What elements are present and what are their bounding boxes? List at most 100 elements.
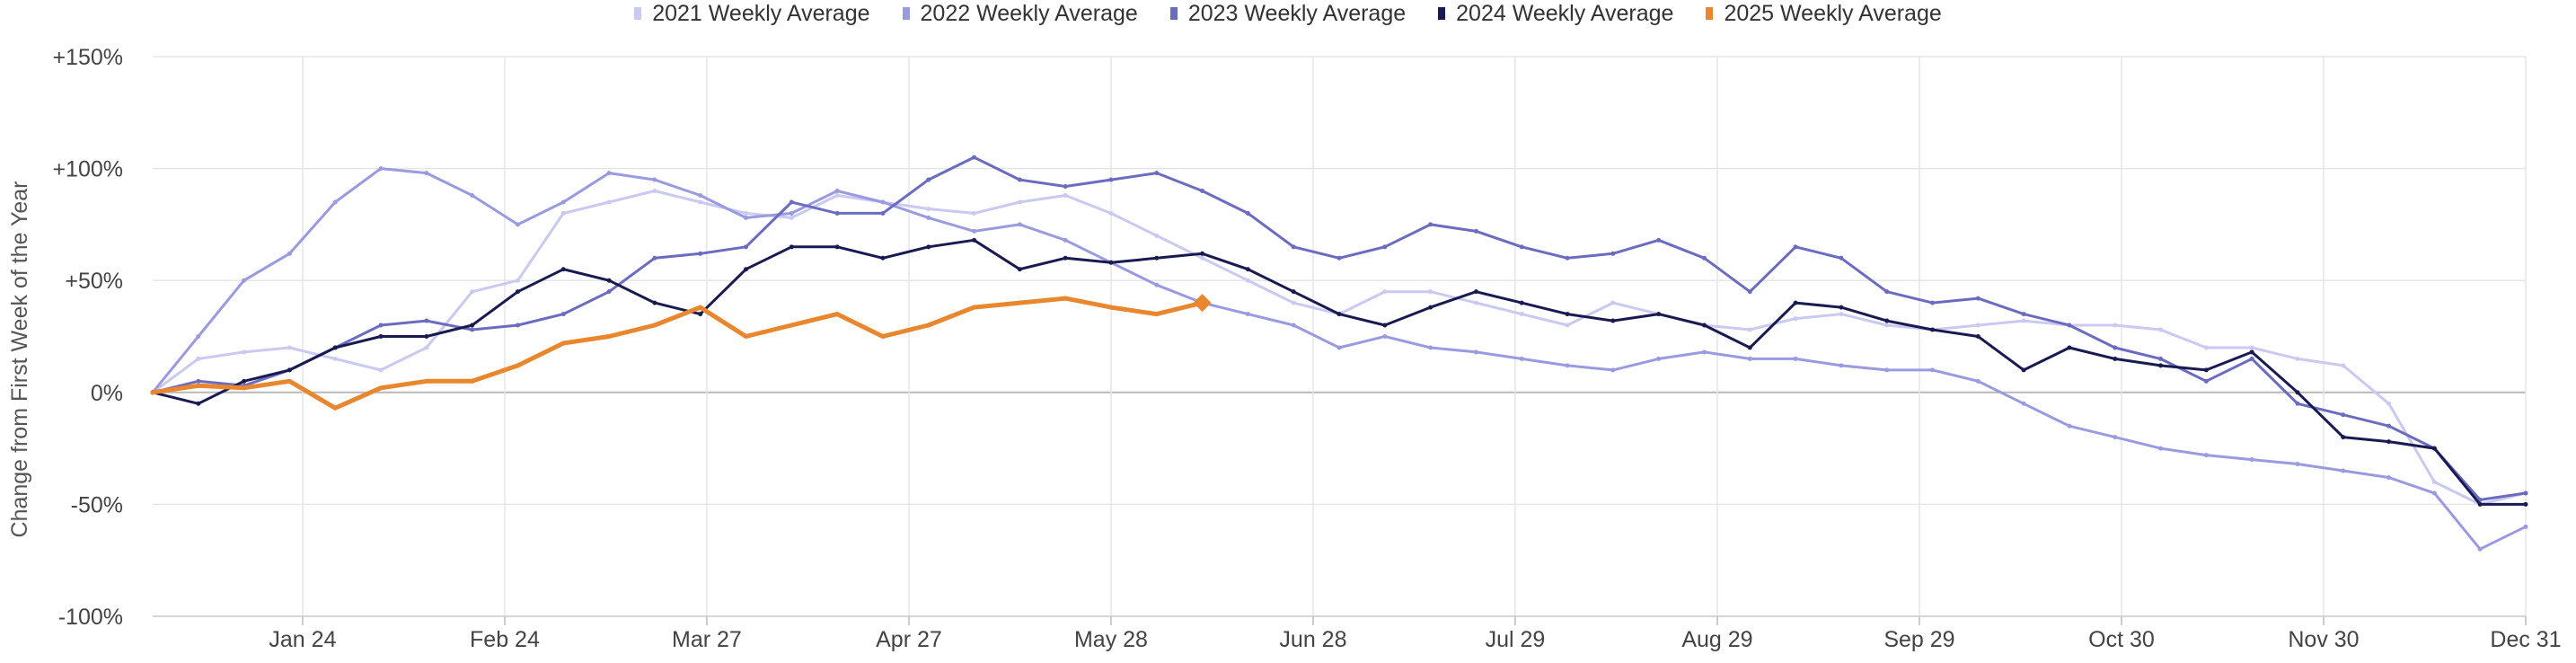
- data-point: [1291, 323, 1296, 328]
- legend-label: 2024 Weekly Average: [1456, 0, 1674, 26]
- x-axis-ticks: Jan 24 Feb 24 Mar 27 Apr 27 May 28 Jun 28 Jul …: [269, 627, 2561, 652]
- x-tick-label: Apr 27: [876, 627, 942, 652]
- data-point: [1701, 349, 1707, 355]
- data-point: [1975, 334, 1981, 339]
- series-line-2022: [151, 167, 2527, 551]
- data-point: [1610, 300, 1616, 305]
- y-axis-title: Change from First Week of the Year: [7, 181, 32, 538]
- x-tick-label: Feb 24: [470, 627, 540, 652]
- legend-swatch: [1169, 7, 1178, 20]
- x-tick-label: Jun 28: [1279, 627, 1346, 652]
- data-point: [1747, 289, 1752, 295]
- data-point: [972, 237, 977, 243]
- data-point: [834, 312, 840, 317]
- data-point: [1519, 312, 1524, 317]
- data-point: [789, 215, 794, 220]
- data-point: [1108, 177, 1114, 182]
- data-point: [1428, 345, 1434, 350]
- data-point: [2431, 491, 2437, 496]
- data-point: [560, 210, 566, 216]
- legend-item[interactable]: 2025 Weekly Average: [1706, 1, 1942, 27]
- data-point: [1245, 267, 1250, 272]
- data-point: [2067, 323, 2072, 328]
- data-point: [196, 383, 201, 388]
- data-point: [2021, 367, 2026, 373]
- data-point: [926, 215, 931, 220]
- data-point: [2523, 501, 2528, 507]
- data-point: [744, 334, 748, 339]
- data-point: [1154, 233, 1160, 238]
- data-point: [1382, 244, 1388, 250]
- data-point: [1063, 193, 1068, 199]
- data-point: [1610, 367, 1616, 373]
- data-point: [2341, 435, 2346, 440]
- data-point: [242, 349, 247, 355]
- data-point: [196, 334, 201, 339]
- data-point: [1656, 356, 1662, 361]
- series-line-2024: [151, 238, 2527, 506]
- data-point: [424, 345, 429, 350]
- data-point: [789, 210, 794, 216]
- legend-item[interactable]: 2024 Weekly Average: [1438, 1, 1673, 27]
- data-point: [1473, 289, 1478, 295]
- data-point: [242, 278, 247, 283]
- data-point: [2477, 546, 2483, 552]
- data-point: [1382, 334, 1388, 339]
- data-point: [834, 210, 840, 216]
- data-point: [2067, 345, 2072, 350]
- data-point: [606, 334, 612, 339]
- data-point: [1884, 318, 1890, 323]
- series-end-marker: [1193, 294, 1212, 313]
- data-point: [150, 390, 155, 395]
- data-point: [560, 340, 566, 346]
- data-point: [698, 193, 703, 199]
- data-point: [1154, 282, 1160, 287]
- data-point: [378, 367, 384, 373]
- legend-item[interactable]: 2023 Weekly Average: [1169, 1, 1406, 27]
- data-point: [1565, 323, 1570, 328]
- y-tick-label: +150%: [52, 45, 123, 70]
- data-point: [515, 363, 520, 368]
- data-point: [1291, 300, 1296, 305]
- data-point: [2021, 318, 2026, 323]
- data-point: [196, 401, 201, 406]
- data-point: [606, 278, 612, 283]
- data-point: [424, 171, 429, 176]
- data-point: [424, 334, 429, 339]
- data-point: [1382, 289, 1388, 295]
- data-point: [744, 215, 748, 220]
- data-point: [1154, 171, 1160, 176]
- x-tick-label: Mar 27: [672, 627, 742, 652]
- data-point: [515, 289, 520, 295]
- data-point: [2021, 312, 2026, 317]
- data-point: [2203, 367, 2209, 373]
- data-point: [2431, 446, 2437, 451]
- x-tick-label: Jan 24: [269, 627, 336, 652]
- data-point: [880, 210, 886, 216]
- x-tick-label: Aug 29: [1681, 627, 1752, 652]
- data-point: [652, 189, 657, 194]
- data-point: [606, 171, 612, 176]
- data-point: [470, 327, 475, 332]
- data-point: [880, 255, 886, 261]
- x-tick-label: Dec 31: [2490, 627, 2561, 652]
- data-point: [1839, 363, 1844, 368]
- data-point: [789, 244, 794, 250]
- legend-item[interactable]: 2021 Weekly Average: [634, 1, 870, 27]
- data-point: [1565, 255, 1570, 261]
- data-point: [1747, 327, 1752, 332]
- data-point: [2203, 453, 2209, 458]
- y-tick-label: 0%: [91, 381, 123, 406]
- data-point: [834, 244, 840, 250]
- data-point: [242, 378, 247, 384]
- data-point: [1930, 300, 1935, 305]
- data-point: [1884, 367, 1890, 373]
- data-point: [1063, 237, 1068, 243]
- data-point: [1154, 312, 1160, 317]
- data-point: [196, 356, 201, 361]
- data-point: [698, 199, 703, 205]
- data-point: [606, 199, 612, 205]
- data-point: [1473, 300, 1478, 305]
- legend-item[interactable]: 2022 Weekly Average: [902, 1, 1138, 27]
